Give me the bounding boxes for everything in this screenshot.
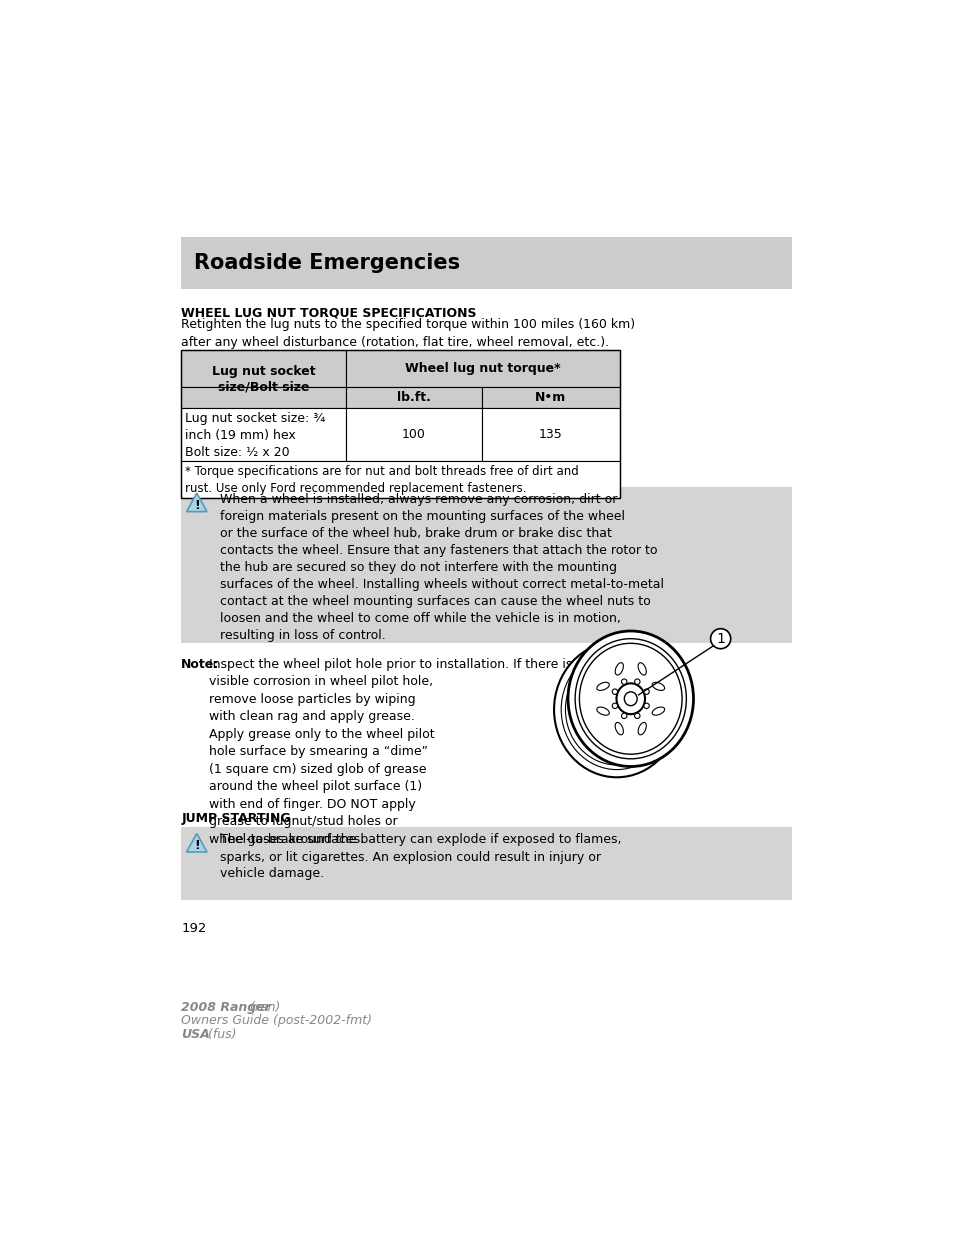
Ellipse shape xyxy=(554,642,679,777)
Ellipse shape xyxy=(623,692,637,705)
Ellipse shape xyxy=(616,683,644,714)
Circle shape xyxy=(612,703,617,709)
Text: Roadside Emergencies: Roadside Emergencies xyxy=(193,253,459,273)
Circle shape xyxy=(643,703,649,709)
Circle shape xyxy=(620,679,626,684)
Ellipse shape xyxy=(597,708,609,715)
Text: * Torque specifications are for nut and bolt threads free of dirt and
rust. Use : * Torque specifications are for nut and … xyxy=(185,464,578,495)
Text: (fus): (fus) xyxy=(204,1028,236,1041)
Circle shape xyxy=(710,629,730,648)
Text: USA: USA xyxy=(181,1028,210,1041)
Bar xyxy=(181,409,345,461)
Ellipse shape xyxy=(652,708,664,715)
Ellipse shape xyxy=(565,655,667,764)
Ellipse shape xyxy=(638,663,645,676)
Circle shape xyxy=(643,689,649,694)
Text: Note:: Note: xyxy=(181,658,219,671)
Bar xyxy=(345,350,619,387)
Bar xyxy=(345,387,481,409)
Text: !: ! xyxy=(193,839,199,852)
Text: JUMP STARTING: JUMP STARTING xyxy=(181,811,291,825)
Bar xyxy=(181,350,345,387)
Polygon shape xyxy=(187,834,207,852)
Bar xyxy=(481,409,619,461)
Bar xyxy=(345,409,481,461)
Ellipse shape xyxy=(575,638,685,758)
Circle shape xyxy=(612,689,617,694)
Text: 135: 135 xyxy=(538,429,562,441)
Text: Lug nut socket size: ¾
inch (19 mm) hex
Bolt size: ½ x 20: Lug nut socket size: ¾ inch (19 mm) hex … xyxy=(185,412,325,459)
Ellipse shape xyxy=(597,682,609,690)
Circle shape xyxy=(634,679,639,684)
Text: Owners Guide (post-2002-fmt): Owners Guide (post-2002-fmt) xyxy=(181,1014,372,1028)
Ellipse shape xyxy=(615,663,622,676)
Ellipse shape xyxy=(560,650,672,769)
Bar xyxy=(181,237,791,289)
Text: 1: 1 xyxy=(716,631,724,646)
Text: (ran): (ran) xyxy=(246,1002,280,1014)
Text: N•m: N•m xyxy=(535,391,566,404)
Bar xyxy=(181,827,791,900)
Ellipse shape xyxy=(638,722,645,735)
Ellipse shape xyxy=(615,722,622,735)
Circle shape xyxy=(634,713,639,719)
Ellipse shape xyxy=(652,682,664,690)
Polygon shape xyxy=(187,493,207,511)
Text: When a wheel is installed, always remove any corrosion, dirt or
foreign material: When a wheel is installed, always remove… xyxy=(220,493,663,642)
Text: Retighten the lug nuts to the specified torque within 100 miles (160 km)
after a: Retighten the lug nuts to the specified … xyxy=(181,319,635,348)
Ellipse shape xyxy=(567,631,693,767)
Ellipse shape xyxy=(578,643,681,755)
Text: Wheel lug nut torque*: Wheel lug nut torque* xyxy=(405,362,560,375)
Text: !: ! xyxy=(193,499,199,511)
Text: 100: 100 xyxy=(401,429,425,441)
Text: Lug nut socket
size/Bolt size: Lug nut socket size/Bolt size xyxy=(212,364,315,394)
Bar xyxy=(181,461,619,498)
Text: WHEEL LUG NUT TORQUE SPECIFICATIONS: WHEEL LUG NUT TORQUE SPECIFICATIONS xyxy=(181,306,476,319)
Bar xyxy=(181,487,791,642)
Text: 2008 Ranger: 2008 Ranger xyxy=(181,1002,271,1014)
Bar xyxy=(481,387,619,409)
Circle shape xyxy=(620,713,626,719)
Bar xyxy=(181,350,619,498)
Text: The gases around the battery can explode if exposed to flames,
sparks, or lit ci: The gases around the battery can explode… xyxy=(220,834,620,881)
Bar xyxy=(181,387,345,409)
Text: 192: 192 xyxy=(181,923,207,935)
Text: lb.ft.: lb.ft. xyxy=(396,391,430,404)
Text: Inspect the wheel pilot hole prior to installation. If there is
visible corrosio: Inspect the wheel pilot hole prior to in… xyxy=(209,658,572,846)
